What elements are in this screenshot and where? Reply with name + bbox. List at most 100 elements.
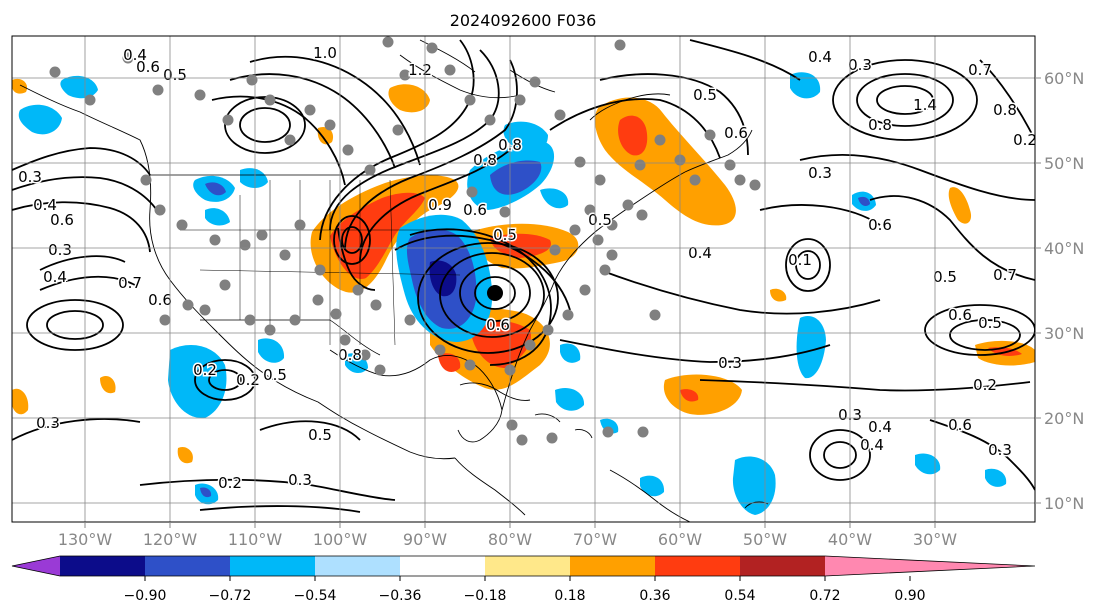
negative-shade — [796, 316, 826, 379]
contour-label: 0.2 — [1013, 131, 1037, 149]
station-marker — [529, 76, 541, 88]
contour-line — [139, 478, 396, 501]
station-marker — [514, 94, 526, 106]
contour-line — [249, 55, 421, 166]
contour-line — [474, 276, 516, 310]
station-marker — [724, 159, 736, 171]
contour-label: 0.6 — [486, 316, 510, 334]
map-frame — [11, 35, 1036, 523]
lon-tick-label: 130°W — [58, 530, 113, 549]
lon-tick-label: 50°W — [743, 530, 787, 549]
station-marker — [524, 339, 536, 351]
contour-label: 0.3 — [808, 164, 832, 182]
lat-tick-label: 50°N — [1044, 154, 1084, 173]
station-marker — [159, 314, 171, 326]
negative-shade — [240, 168, 268, 188]
contour-label: 0.5 — [933, 268, 957, 286]
positive-shade — [12, 78, 28, 94]
contour-line — [795, 250, 821, 280]
station-marker — [606, 219, 618, 231]
positive-shade — [330, 192, 425, 279]
contour-line — [459, 264, 531, 322]
longitude-ticks: 130°W 120°W 110°W 100°W 90°W 80°W 70°W 60°W 50°W… — [58, 522, 957, 549]
contour-label: 0.2 — [973, 376, 997, 394]
coastline — [19, 84, 456, 460]
lon-tick-label: 90°W — [403, 530, 447, 549]
grid-lines — [12, 36, 1035, 522]
station-marker — [579, 284, 591, 296]
station-marker — [549, 244, 561, 256]
lon-tick-label: 110°W — [228, 530, 283, 549]
contour-line — [12, 147, 151, 176]
colorbar-segment — [60, 556, 145, 576]
contour-line — [785, 238, 831, 292]
contour-line — [46, 310, 104, 340]
contour-line — [809, 429, 871, 481]
colorbar-segment — [400, 556, 485, 576]
station-marker — [426, 42, 438, 54]
station-marker — [342, 144, 354, 156]
contour-label: 0.4 — [33, 196, 57, 214]
lon-tick-label: 40°W — [828, 530, 872, 549]
station-marker — [592, 234, 604, 246]
station-marker — [602, 426, 614, 438]
positive-shade — [388, 84, 430, 113]
lon-tick-label: 70°W — [573, 530, 617, 549]
station-marker — [284, 134, 296, 146]
station-marker — [49, 66, 61, 78]
contour-label: 0.8 — [338, 346, 362, 364]
border — [199, 269, 461, 276]
station-marker — [352, 284, 364, 296]
colorbar-segment — [145, 556, 230, 576]
station-marker — [264, 324, 276, 336]
station-marker — [154, 204, 166, 216]
lon-tick-label: 60°W — [658, 530, 702, 549]
contour-label: 1.4 — [913, 96, 937, 114]
positive-shade — [618, 115, 648, 156]
contour-line — [394, 234, 571, 311]
contour-line — [39, 275, 136, 291]
station-marker — [649, 309, 661, 321]
shaded-field — [12, 72, 1035, 515]
contour-label: 0.3 — [718, 354, 742, 372]
station-marker — [194, 89, 206, 101]
contour-label: 0.5 — [163, 66, 187, 84]
colorbar-segment — [230, 556, 315, 576]
station-marker — [434, 344, 446, 356]
station-marker — [330, 308, 342, 320]
low-center-marker — [487, 285, 503, 301]
positive-shade — [438, 353, 461, 372]
contour-line — [949, 319, 1021, 351]
station-marker — [606, 249, 618, 261]
contour-line — [876, 85, 934, 115]
positive-shade — [663, 374, 742, 415]
station-marker — [219, 279, 231, 291]
contour-label: 1.2 — [408, 61, 432, 79]
station-marker — [314, 264, 326, 276]
negative-shade — [915, 453, 941, 475]
colorbar-outline — [11, 555, 1036, 577]
negative-shade — [503, 121, 548, 152]
negative-shade — [490, 160, 542, 195]
contour-label: 0.4 — [808, 48, 832, 66]
border — [200, 319, 381, 356]
colorbar-extend-left — [12, 556, 60, 576]
contour-line — [924, 304, 1035, 356]
contour-label: 0.6 — [148, 291, 172, 309]
station-marker — [370, 299, 382, 311]
contour-line — [823, 441, 857, 469]
colorbar-label: 0.18 — [554, 588, 585, 604]
station-marker — [264, 94, 276, 106]
station-marker — [584, 204, 596, 216]
station-marker — [506, 419, 518, 431]
station-marker — [244, 314, 256, 326]
lat-tick-label: 40°N — [1044, 239, 1084, 258]
station-marker — [499, 206, 511, 218]
station-marker — [256, 229, 268, 241]
contour-label: 0.8 — [868, 116, 892, 134]
contour-label: 0.3 — [988, 441, 1012, 459]
lat-tick-label: 10°N — [1044, 494, 1084, 513]
contour-line — [12, 418, 141, 441]
positive-shade — [317, 126, 334, 145]
coastline — [609, 469, 691, 522]
